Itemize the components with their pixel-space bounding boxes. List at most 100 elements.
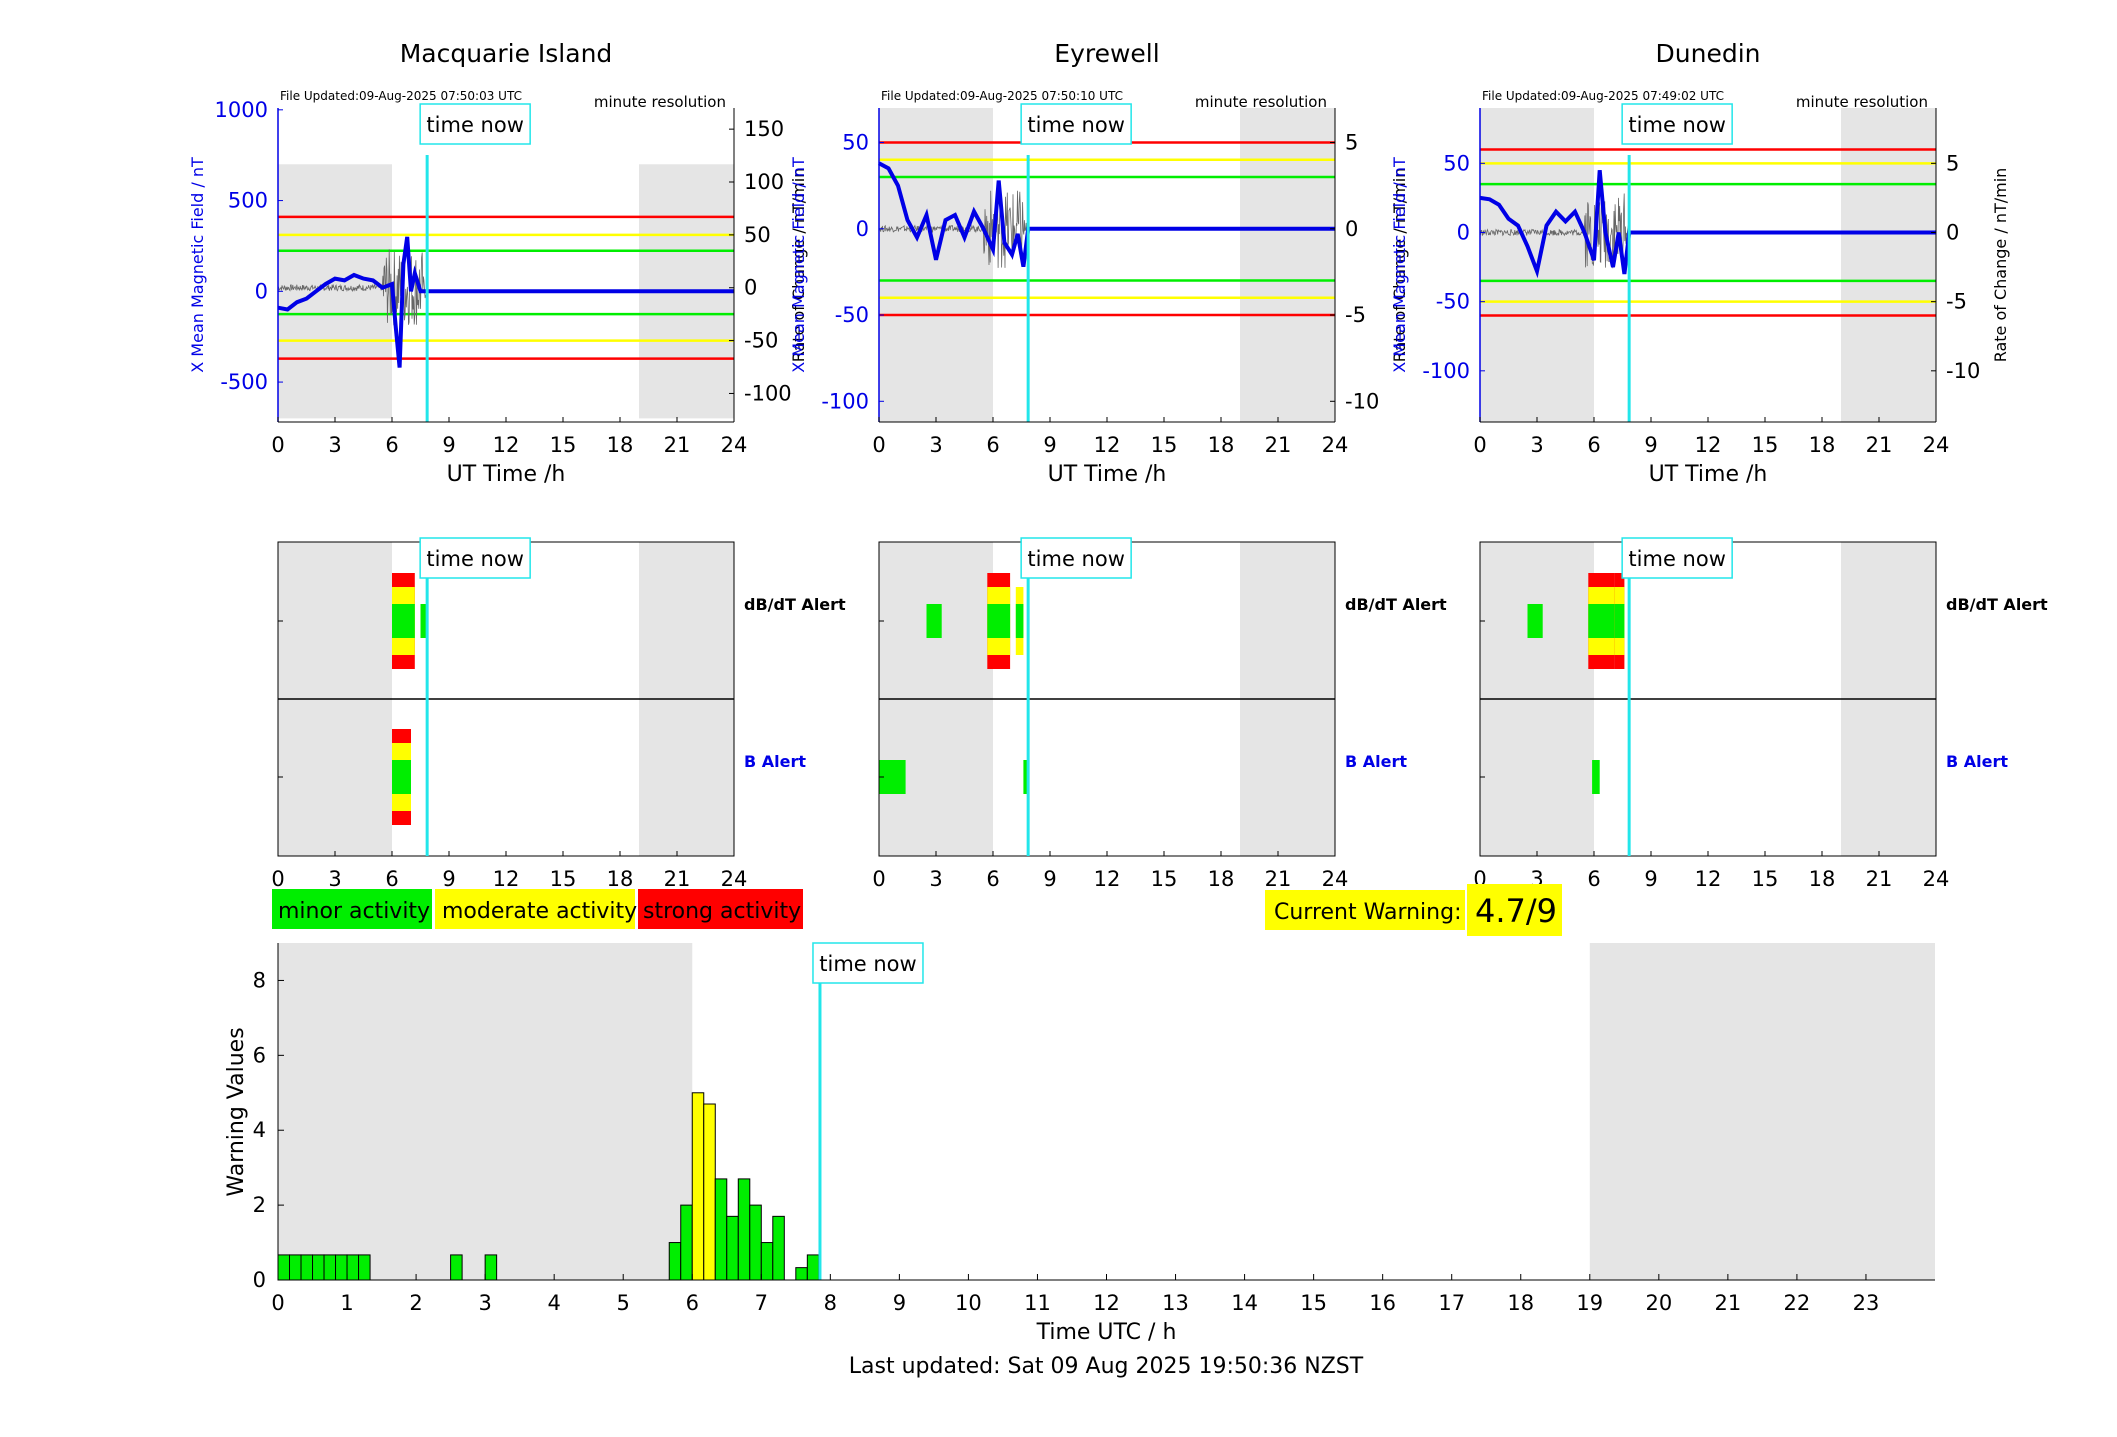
last-updated: Last updated: Sat 09 Aug 2025 19:50:36 N… [849,1354,1364,1379]
field-line [878,161,1335,268]
y-axis-label-right: Rate of Change / nT/min [789,168,808,363]
warning-x-tick-label: 4 [547,1291,560,1315]
x-tick-label: 24 [1322,433,1349,457]
warning-x-tick-label: 12 [1093,1291,1120,1315]
station-title: Macquarie Island [400,39,613,68]
warning-x-tick-label: 16 [1369,1291,1396,1315]
warning-x-tick-label: 2 [409,1291,422,1315]
x-tick-label: 12 [1094,433,1121,457]
dbdt-alert-minor-1 [1588,604,1615,638]
warning-x-tick-label: 22 [1784,1291,1811,1315]
x-tick-label: 21 [1265,433,1292,457]
x-tick-label: 18 [607,433,634,457]
right-tick-label: 150 [744,117,784,141]
x-tick-label: 15 [550,433,577,457]
y-axis-label-left: X Mean Magnetic Field / nT [188,157,207,373]
resolution-label: minute resolution [594,93,726,111]
right-tick-label: 0 [1345,217,1358,241]
warning-bar [323,1254,337,1281]
alert-x-tick-label: 6 [986,867,999,891]
x-tick-label: 18 [1208,433,1235,457]
x-axis-label: UT Time /h [1048,462,1167,487]
y-axis-label-right: Rate of Change / nT/min [1390,168,1409,363]
warning-bar [680,1204,693,1281]
warning-bar [277,1254,291,1281]
warning-bar [335,1254,348,1281]
warning-bar [806,1254,820,1281]
left-tick-label: -50 [835,303,869,327]
time-now-label: time now [1628,113,1725,137]
alert-x-tick-label: 3 [328,867,341,891]
x-tick-label: 18 [1809,433,1836,457]
warning-bar [484,1254,498,1281]
warning-x-tick-label: 6 [686,1291,699,1315]
alert-x-tick-label: 24 [1923,867,1950,891]
dbdt-alert-minor-1 [420,604,427,638]
alert-x-tick-label: 21 [664,867,691,891]
dbdt-alert-minor-0 [1527,604,1543,638]
legend-strong-label: strong activity [643,899,801,924]
left-tick-label: 0 [856,217,869,241]
b-alert-minor-0 [1592,760,1600,794]
field-line [277,236,734,368]
dbdt-alert-minor-2 [1614,604,1625,638]
warning-bar [737,1178,751,1281]
x-tick-label: 15 [1752,433,1779,457]
x-axis-label: UT Time /h [1649,462,1768,487]
warning-x-tick-label: 9 [893,1291,906,1315]
alert-x-tick-label: 21 [1866,867,1893,891]
alert-x-tick-label: 0 [271,867,284,891]
x-tick-label: 3 [328,433,341,457]
current-warning-value-box [1467,884,1562,936]
left-tick-label: 0 [1457,220,1470,244]
warning-y-tick-label: 2 [253,1193,266,1217]
x-tick-label: 6 [986,433,999,457]
legend-moderate-swatch [435,889,635,929]
warning-bar [772,1215,785,1281]
resolution-label: minute resolution [1195,93,1327,111]
warning-x-tick-label: 20 [1645,1291,1672,1315]
file-updated: File Updated:09-Aug-2025 07:50:10 UTC [881,89,1123,103]
left-tick-label: 500 [228,189,268,213]
right-tick-label: 0 [1946,220,1959,244]
warning-y-tick-label: 6 [253,1043,266,1067]
warning-x-tick-label: 14 [1231,1291,1258,1315]
right-tick-label: -100 [744,381,792,405]
alert-x-tick-label: 18 [1208,867,1235,891]
right-tick-label: -10 [1345,389,1379,413]
b-alert-label: B Alert [744,752,806,771]
time-now-label: time now [1027,113,1124,137]
legend-minor-swatch [272,889,432,929]
alert-x-tick-label: 6 [385,867,398,891]
x-tick-label: 24 [1923,433,1950,457]
warning-bar [691,1092,705,1281]
warning-night-shade-2 [1589,943,1935,1280]
warning-y-tick-label: 8 [253,968,266,992]
warning-x-tick-label: 15 [1300,1291,1327,1315]
night-shade-2 [1841,108,1936,422]
warning-x-tick-label: 7 [755,1291,768,1315]
current-warning-label-box [1265,890,1465,930]
x-tick-label: 6 [1587,433,1600,457]
dbdt-alert-label: dB/dT Alert [1946,595,2048,614]
dbdt-alert-minor-0 [926,604,942,638]
dbdt-alert-minor-2 [1015,604,1024,638]
warning-bar [795,1267,808,1281]
legend-strong-swatch [638,889,803,929]
warning-bar [289,1254,302,1281]
x-tick-label: 9 [1644,433,1657,457]
warning-bar [358,1254,371,1281]
x-tick-label: 21 [1866,433,1893,457]
legend-minor-label: minor activity [278,899,430,924]
b-alert-minor-0 [392,760,411,794]
alert-time-now-label: time now [1628,547,1725,571]
x-tick-label: 12 [1695,433,1722,457]
right-tick-label: -5 [1345,303,1366,327]
alert-x-tick-label: 24 [1322,867,1349,891]
alert-x-tick-label: 21 [1265,867,1292,891]
warning-bar [703,1103,716,1281]
